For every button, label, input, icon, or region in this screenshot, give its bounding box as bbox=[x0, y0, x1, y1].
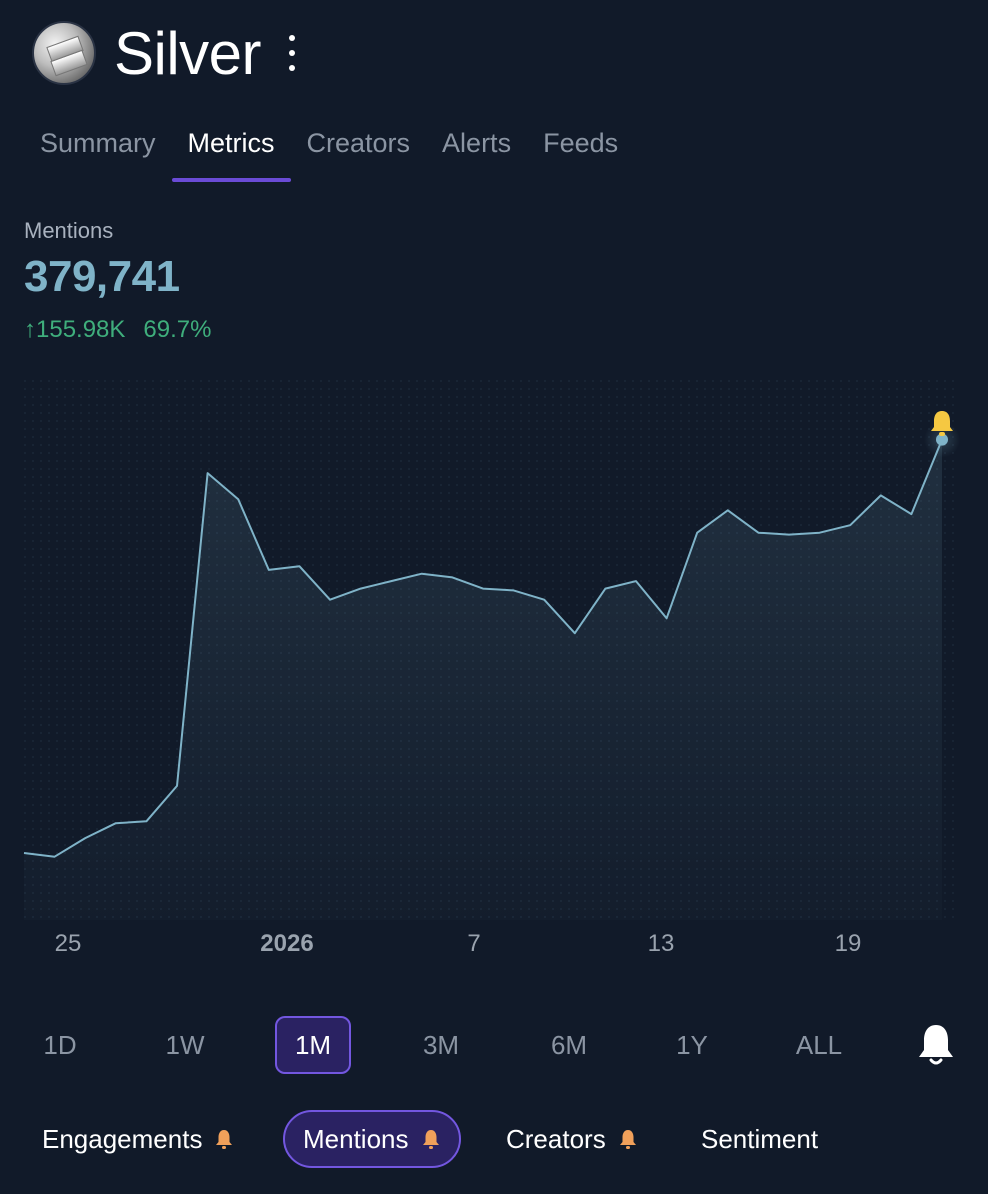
metric-change-pct: 69.7% bbox=[143, 316, 212, 343]
page-title: Silver bbox=[114, 19, 262, 87]
tab-feeds[interactable]: Feeds bbox=[543, 128, 619, 158]
range-1w-button[interactable]: 1W bbox=[165, 1029, 205, 1060]
range-1m-button[interactable]: 1M bbox=[275, 1016, 351, 1074]
pill-label: Creators bbox=[506, 1123, 606, 1154]
pill-mentions[interactable]: Mentions bbox=[283, 1110, 461, 1168]
range-3m-button[interactable]: 3M bbox=[422, 1029, 460, 1060]
tab-bar: Summary Metrics Creators Alerts Feeds bbox=[24, 128, 634, 182]
metric-value: 379,741 bbox=[24, 252, 180, 301]
pill-engagements[interactable]: Engagements bbox=[24, 1110, 252, 1168]
range-1d-button[interactable]: 1D bbox=[43, 1029, 77, 1060]
chart-area-fill bbox=[24, 439, 942, 920]
mentions-chart[interactable] bbox=[0, 380, 988, 920]
pill-label: Sentiment bbox=[701, 1123, 819, 1154]
metric-pills: Engagements Mentions Creators Sentiment bbox=[0, 1110, 988, 1170]
x-axis-labels: 25 2026 7 13 19 bbox=[0, 930, 988, 962]
bell-icon bbox=[216, 1130, 233, 1149]
bell-icon bbox=[619, 1130, 636, 1149]
pill-sentiment[interactable]: Sentiment bbox=[683, 1110, 836, 1168]
pill-label: Engagements bbox=[42, 1123, 203, 1154]
range-selector: 1D 1W 1M 3M 6M 1Y ALL bbox=[0, 1016, 988, 1076]
alerts-bell-icon[interactable] bbox=[916, 1022, 956, 1068]
mentions-series-line bbox=[23, 439, 943, 858]
x-tick-label: 13 bbox=[647, 930, 675, 957]
bell-icon bbox=[422, 1130, 439, 1149]
x-tick-label: 2026 bbox=[260, 930, 314, 957]
pill-label: Mentions bbox=[303, 1123, 409, 1154]
range-all-button[interactable]: ALL bbox=[795, 1029, 843, 1060]
metric-label: Mentions bbox=[24, 218, 114, 243]
latest-data-point bbox=[936, 433, 948, 446]
x-tick-label: 25 bbox=[54, 930, 82, 957]
kebab-menu-icon[interactable] bbox=[287, 35, 297, 71]
tab-summary[interactable]: Summary bbox=[40, 128, 156, 158]
metric-change-abs: ↑155.98K bbox=[24, 316, 126, 343]
metric-change: ↑155.98K 69.7% bbox=[24, 316, 229, 344]
tab-creators[interactable]: Creators bbox=[306, 128, 411, 158]
tab-alerts[interactable]: Alerts bbox=[442, 128, 512, 158]
page-header: Silver bbox=[32, 19, 297, 87]
tab-metrics[interactable]: Metrics bbox=[171, 128, 291, 182]
range-1y-button[interactable]: 1Y bbox=[676, 1029, 708, 1060]
silver-bars-avatar bbox=[32, 21, 96, 85]
x-tick-label: 7 bbox=[467, 930, 481, 957]
chart-alert-bell-icon[interactable] bbox=[928, 408, 956, 438]
range-6m-button[interactable]: 6M bbox=[550, 1029, 588, 1060]
x-tick-label: 19 bbox=[834, 930, 862, 957]
pill-creators[interactable]: Creators bbox=[488, 1110, 656, 1168]
